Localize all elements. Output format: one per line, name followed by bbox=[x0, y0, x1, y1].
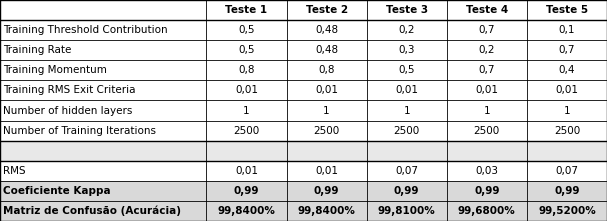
Text: 0,01: 0,01 bbox=[235, 85, 258, 95]
Text: 2500: 2500 bbox=[554, 126, 580, 136]
Text: 0,01: 0,01 bbox=[475, 85, 498, 95]
Text: 1: 1 bbox=[404, 105, 410, 116]
Text: 0,01: 0,01 bbox=[315, 85, 338, 95]
Bar bbox=[0, 40, 607, 60]
Bar bbox=[0, 0, 206, 20]
Text: 1: 1 bbox=[324, 105, 330, 116]
Text: 0,48: 0,48 bbox=[315, 25, 338, 35]
Bar bbox=[527, 0, 607, 20]
Text: 0,5: 0,5 bbox=[238, 45, 255, 55]
Bar bbox=[0, 181, 607, 201]
Text: 0,7: 0,7 bbox=[478, 25, 495, 35]
Text: 0,7: 0,7 bbox=[478, 65, 495, 75]
Text: 99,5200%: 99,5200% bbox=[538, 206, 596, 216]
Text: 0,8: 0,8 bbox=[238, 65, 255, 75]
Bar bbox=[0, 201, 607, 221]
Text: 0,99: 0,99 bbox=[554, 186, 580, 196]
Text: Number of hidden layers: Number of hidden layers bbox=[3, 105, 132, 116]
Bar bbox=[206, 0, 287, 20]
Text: 1: 1 bbox=[243, 105, 249, 116]
Text: Number of Training Iterations: Number of Training Iterations bbox=[3, 126, 156, 136]
Bar bbox=[287, 0, 367, 20]
Text: Training Rate: Training Rate bbox=[3, 45, 72, 55]
Bar bbox=[0, 20, 607, 40]
Text: 0,01: 0,01 bbox=[315, 166, 338, 176]
Text: Teste 5: Teste 5 bbox=[546, 5, 588, 15]
Text: 1: 1 bbox=[564, 105, 570, 116]
Text: 0,5: 0,5 bbox=[238, 25, 255, 35]
Text: RMS: RMS bbox=[3, 166, 25, 176]
Text: Coeficiente Kappa: Coeficiente Kappa bbox=[3, 186, 110, 196]
Text: 0,01: 0,01 bbox=[555, 85, 578, 95]
Text: 0,99: 0,99 bbox=[234, 186, 259, 196]
Text: 0,07: 0,07 bbox=[555, 166, 578, 176]
Text: Teste 4: Teste 4 bbox=[466, 5, 508, 15]
Text: 0,01: 0,01 bbox=[235, 166, 258, 176]
Bar bbox=[447, 0, 527, 20]
Text: Teste 1: Teste 1 bbox=[225, 5, 268, 15]
Text: 99,8400%: 99,8400% bbox=[297, 206, 356, 216]
Text: 1: 1 bbox=[484, 105, 490, 116]
Bar bbox=[0, 141, 607, 161]
Text: 0,48: 0,48 bbox=[315, 45, 338, 55]
Text: 0,07: 0,07 bbox=[395, 166, 418, 176]
Bar bbox=[0, 80, 607, 101]
Bar bbox=[367, 0, 447, 20]
Text: Training Threshold Contribution: Training Threshold Contribution bbox=[3, 25, 168, 35]
Bar bbox=[0, 60, 607, 80]
Text: 0,99: 0,99 bbox=[314, 186, 339, 196]
Text: 2500: 2500 bbox=[393, 126, 420, 136]
Bar bbox=[0, 161, 607, 181]
Text: 0,01: 0,01 bbox=[395, 85, 418, 95]
Text: Training RMS Exit Criteria: Training RMS Exit Criteria bbox=[3, 85, 135, 95]
Bar bbox=[0, 120, 607, 141]
Text: 2500: 2500 bbox=[233, 126, 260, 136]
Text: 0,4: 0,4 bbox=[558, 65, 575, 75]
Text: 0,3: 0,3 bbox=[398, 45, 415, 55]
Text: 2500: 2500 bbox=[313, 126, 340, 136]
Text: 0,5: 0,5 bbox=[398, 65, 415, 75]
Text: 0,8: 0,8 bbox=[318, 65, 335, 75]
Text: 0,7: 0,7 bbox=[558, 45, 575, 55]
Text: 0,99: 0,99 bbox=[474, 186, 500, 196]
Text: Training Momentum: Training Momentum bbox=[3, 65, 107, 75]
Text: 0,99: 0,99 bbox=[394, 186, 419, 196]
Text: 0,03: 0,03 bbox=[475, 166, 498, 176]
Text: 0,2: 0,2 bbox=[478, 45, 495, 55]
Text: Matriz de Confusão (Acurácia): Matriz de Confusão (Acurácia) bbox=[3, 206, 181, 216]
Text: 99,6800%: 99,6800% bbox=[458, 206, 516, 216]
Bar bbox=[0, 101, 607, 120]
Text: Teste 2: Teste 2 bbox=[305, 5, 348, 15]
Text: Teste 3: Teste 3 bbox=[385, 5, 428, 15]
Text: 2500: 2500 bbox=[473, 126, 500, 136]
Text: 0,1: 0,1 bbox=[558, 25, 575, 35]
Text: 0,2: 0,2 bbox=[398, 25, 415, 35]
Text: 99,8400%: 99,8400% bbox=[217, 206, 276, 216]
Text: 99,8100%: 99,8100% bbox=[378, 206, 436, 216]
